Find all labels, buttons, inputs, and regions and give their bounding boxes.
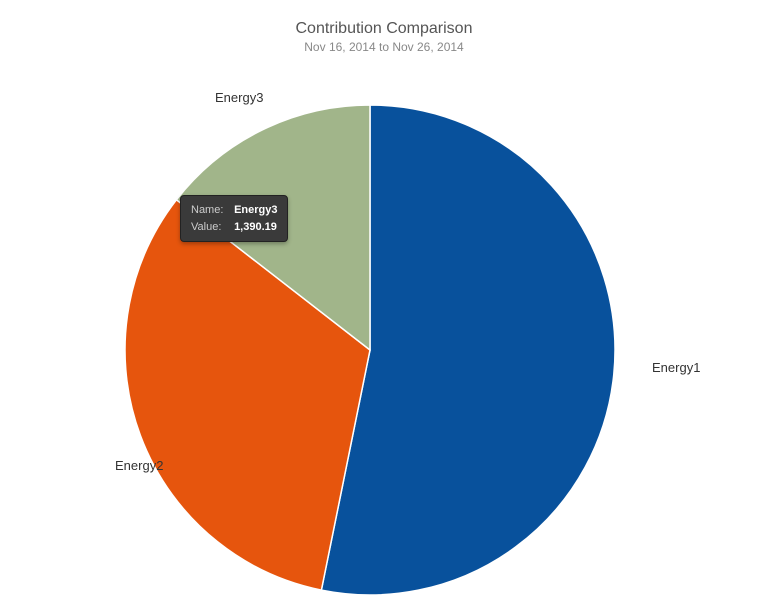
- slice-label-energy1: Energy1: [652, 360, 700, 375]
- chart-title-block: Contribution Comparison Nov 16, 2014 to …: [0, 0, 768, 54]
- slice-label-energy2: Energy2: [115, 458, 163, 473]
- pie-chart[interactable]: [0, 60, 768, 601]
- chart-subtitle: Nov 16, 2014 to Nov 26, 2014: [0, 40, 768, 54]
- slice-label-energy3: Energy3: [215, 90, 263, 105]
- chart-title: Contribution Comparison: [0, 20, 768, 38]
- chart-container: Contribution Comparison Nov 16, 2014 to …: [0, 0, 768, 601]
- pie-area: Energy1Energy2Energy3 Name: Energy3 Valu…: [0, 60, 768, 601]
